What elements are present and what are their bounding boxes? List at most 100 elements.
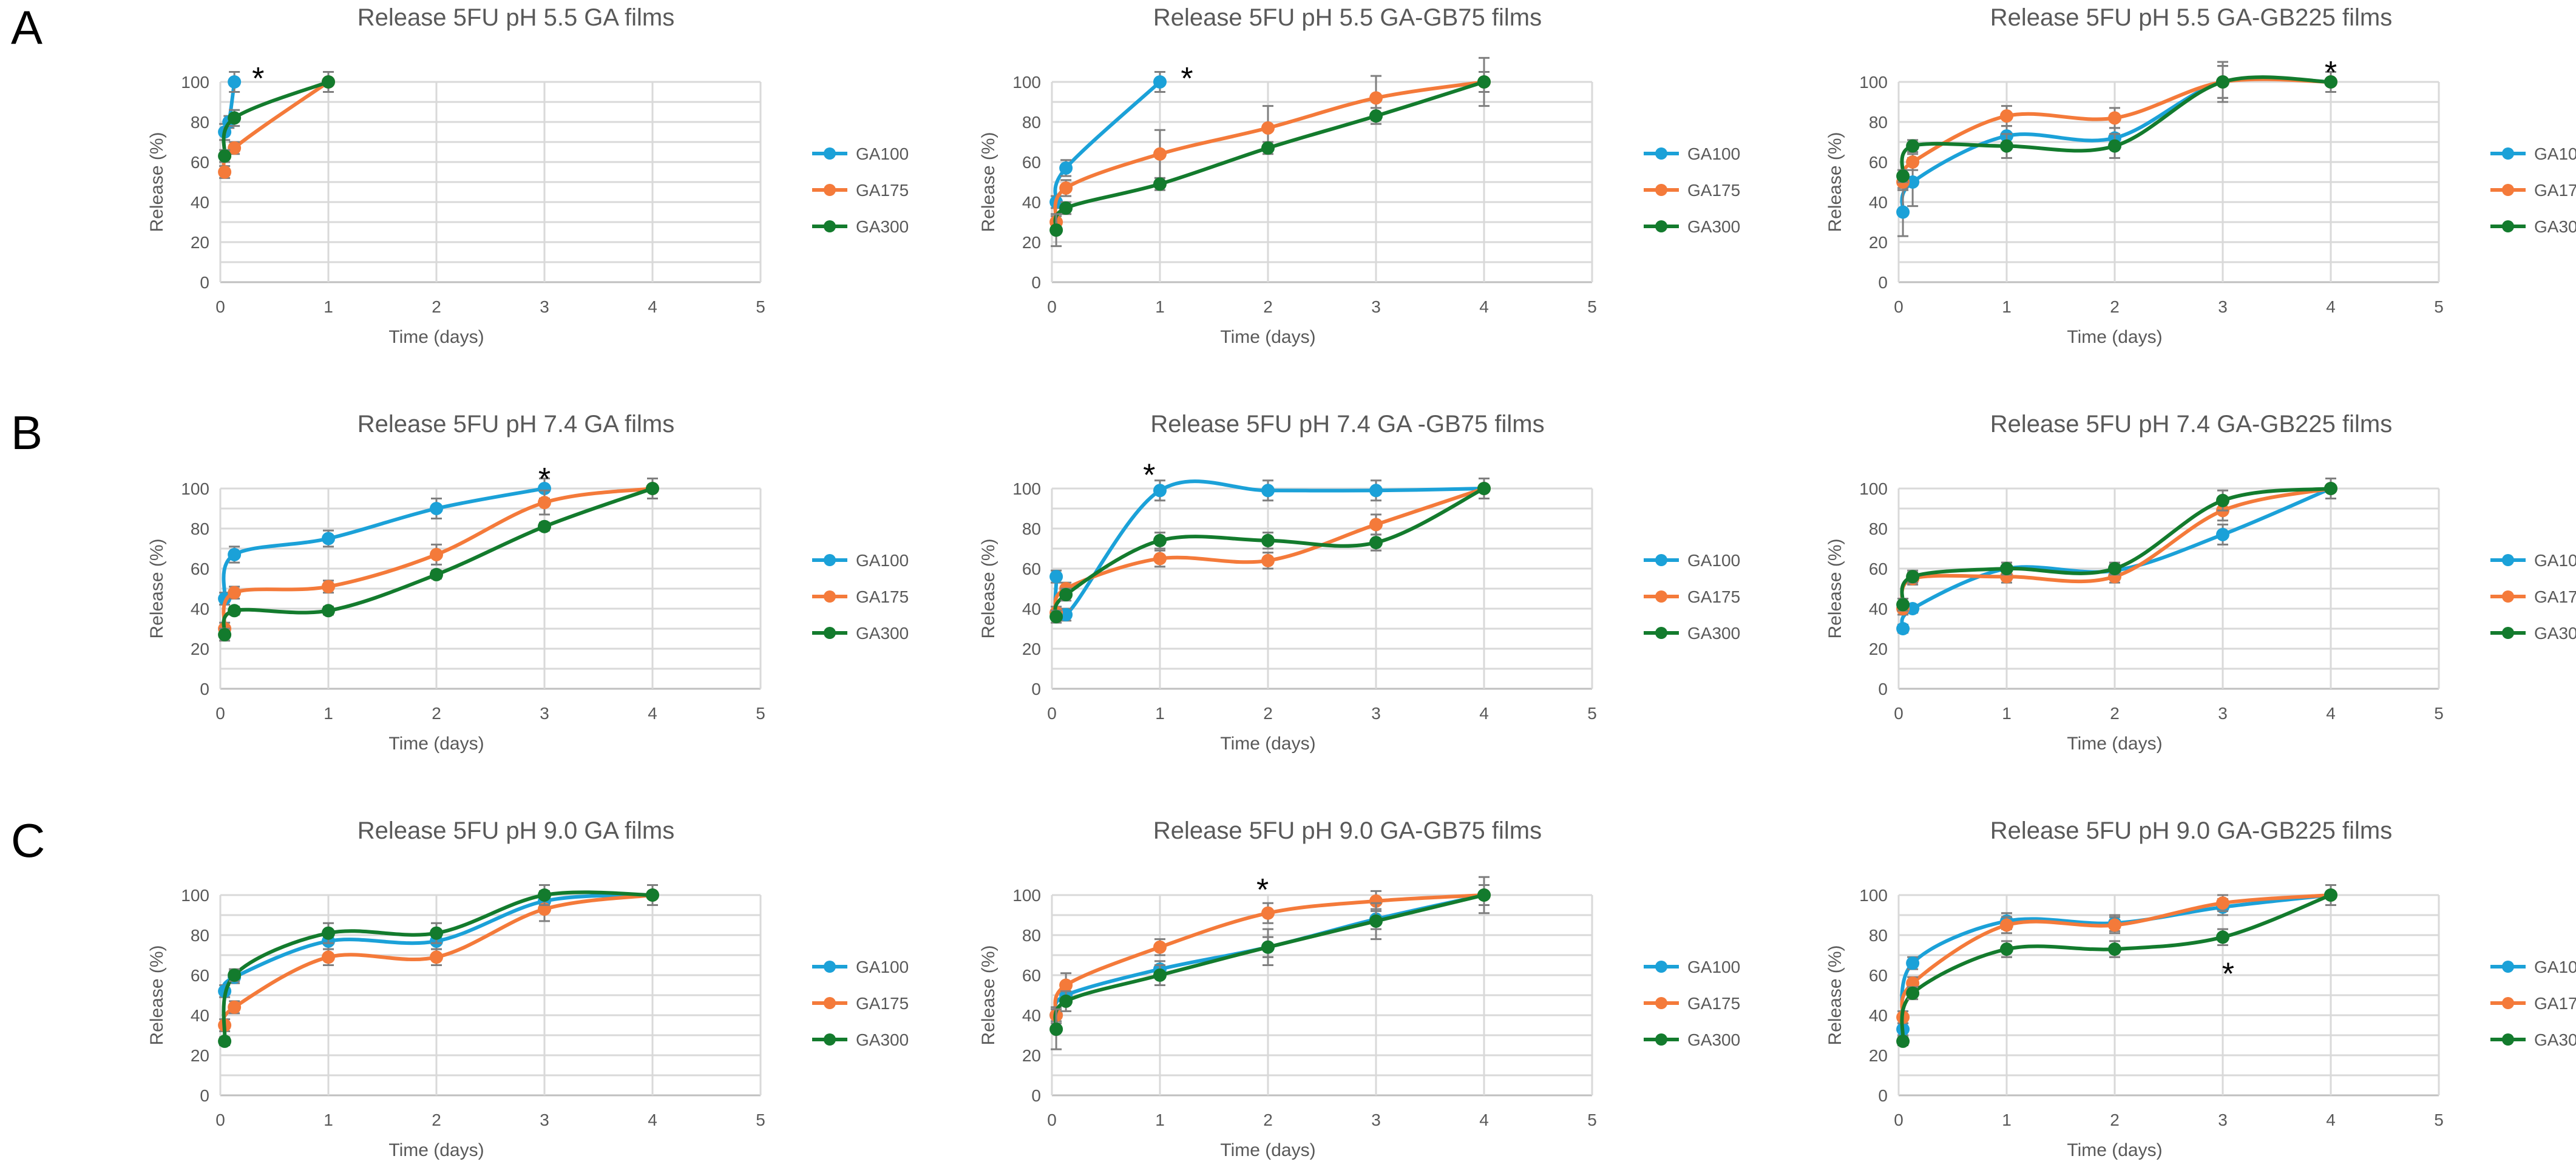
row-label-b: B — [11, 406, 42, 459]
x-tick-label: 0 — [215, 297, 225, 316]
x-tick-label: 1 — [1155, 297, 1165, 316]
y-tick-label: 60 — [1869, 559, 1888, 578]
legend-label-ga300: GA300 — [856, 1030, 909, 1049]
y-tick-label: 60 — [1869, 153, 1888, 172]
legend-marker-ga300 — [1655, 220, 1667, 232]
data-point-ga300 — [218, 149, 232, 163]
legend-marker-ga175 — [2502, 997, 2514, 1009]
data-point-ga300 — [1906, 570, 1920, 584]
x-tick-label: 4 — [2326, 704, 2336, 723]
data-point-ga300 — [2324, 482, 2337, 495]
legend-label-ga100: GA100 — [1687, 551, 1740, 570]
data-point-ga175 — [322, 580, 335, 593]
data-point-ga300 — [2108, 562, 2121, 575]
data-point-ga300 — [2216, 930, 2229, 944]
x-tick-label: 3 — [1371, 704, 1381, 723]
x-tick-label: 5 — [1587, 704, 1597, 723]
y-tick-label: 0 — [1878, 1086, 1888, 1105]
data-point-ga100 — [1906, 175, 1920, 189]
y-tick-label: 40 — [1022, 193, 1041, 212]
data-point-ga300 — [1153, 177, 1167, 191]
data-point-ga300 — [322, 604, 335, 618]
legend-label-ga175: GA175 — [1687, 994, 1740, 1013]
y-tick-label: 40 — [191, 1006, 209, 1025]
data-point-ga100 — [538, 482, 551, 495]
legend-marker-ga100 — [2502, 554, 2514, 566]
x-tick-label: 3 — [1371, 297, 1381, 316]
x-tick-label: 5 — [1587, 1110, 1597, 1129]
x-tick-label: 0 — [215, 704, 225, 723]
x-axis-label: Time (days) — [1220, 1140, 1315, 1160]
x-tick-label: 2 — [432, 704, 441, 723]
significance-marker: * — [538, 462, 551, 497]
data-point-ga300 — [1049, 610, 1063, 624]
legend-label-ga175: GA175 — [2534, 587, 2576, 606]
x-axis-label: Time (days) — [2067, 327, 2162, 347]
legend-marker-ga175 — [1655, 997, 1667, 1009]
legend-label-ga175: GA175 — [1687, 181, 1740, 200]
y-tick-label: 100 — [181, 73, 209, 92]
data-point-ga300 — [2216, 493, 2229, 507]
legend-marker-ga100 — [1655, 147, 1667, 160]
legend-label-ga100: GA100 — [2534, 144, 2576, 163]
row-label-a: A — [11, 1, 42, 54]
data-point-ga300 — [1049, 1023, 1063, 1036]
y-tick-label: 80 — [1869, 926, 1888, 945]
legend-marker-ga300 — [2502, 627, 2514, 639]
y-tick-label: 20 — [191, 640, 209, 658]
y-tick-label: 100 — [1012, 886, 1041, 905]
row-label-c: C — [11, 814, 45, 867]
data-point-ga175 — [2000, 109, 2013, 123]
chart-title: Release 5FU pH 7.4 GA -GB75 films — [1150, 411, 1544, 438]
y-tick-label: 20 — [1869, 233, 1888, 252]
data-point-ga300 — [1059, 201, 1073, 215]
data-point-ga300 — [2324, 75, 2337, 89]
data-point-ga300 — [218, 1034, 232, 1048]
legend-label-ga300: GA300 — [2534, 1030, 2576, 1049]
data-point-ga175 — [228, 1000, 242, 1014]
y-tick-label: 0 — [200, 273, 209, 292]
x-axis-label: Time (days) — [1220, 327, 1315, 347]
x-tick-label: 4 — [1479, 1110, 1489, 1129]
x-tick-label: 5 — [756, 297, 765, 316]
data-point-ga300 — [1477, 888, 1491, 902]
data-point-ga175 — [1059, 181, 1073, 195]
y-tick-label: 60 — [1869, 966, 1888, 985]
data-point-ga300 — [228, 968, 242, 982]
data-point-ga300 — [1369, 914, 1383, 928]
y-tick-label: 80 — [191, 113, 209, 132]
legend-label-ga175: GA175 — [856, 587, 909, 606]
y-tick-label: 100 — [181, 886, 209, 905]
data-point-ga175 — [2108, 918, 2121, 932]
legend-label-ga300: GA300 — [2534, 217, 2576, 236]
series-line-ga300 — [1053, 487, 1485, 618]
series-line-ga175 — [222, 80, 330, 173]
x-axis-label: Time (days) — [388, 327, 484, 347]
y-tick-label: 40 — [1022, 1006, 1041, 1025]
x-tick-label: 1 — [2002, 1110, 2012, 1129]
data-point-ga300 — [1153, 968, 1167, 982]
legend-marker-ga100 — [1655, 554, 1667, 566]
data-point-ga300 — [1049, 223, 1063, 237]
legend-marker-ga175 — [1655, 590, 1667, 603]
series-line-ga300 — [1053, 80, 1485, 231]
data-point-ga300 — [1261, 141, 1275, 155]
y-tick-label: 0 — [1031, 680, 1041, 698]
legend-label-ga100: GA100 — [1687, 958, 1740, 976]
data-point-ga300 — [1896, 598, 1910, 612]
data-point-ga300 — [1153, 533, 1167, 547]
legend-marker-ga100 — [1655, 961, 1667, 973]
chart-panel-2: Release 5FU pH 5.5 GA-GB75 films02040608… — [978, 4, 1740, 347]
data-point-ga300 — [1059, 994, 1073, 1008]
y-axis-label: Release (%) — [1825, 945, 1845, 1045]
y-tick-label: 100 — [1859, 479, 1888, 498]
y-tick-label: 80 — [1022, 519, 1041, 538]
chart-panel-9: Release 5FU pH 9.0 GA-GB225 films0204060… — [1825, 817, 2576, 1160]
y-tick-label: 20 — [1022, 1046, 1041, 1065]
y-axis-label: Release (%) — [147, 538, 167, 638]
legend-label-ga175: GA175 — [856, 181, 909, 200]
data-point-ga300 — [646, 888, 659, 902]
series-line-ga100 — [1053, 80, 1162, 203]
data-point-ga300 — [1261, 940, 1275, 954]
